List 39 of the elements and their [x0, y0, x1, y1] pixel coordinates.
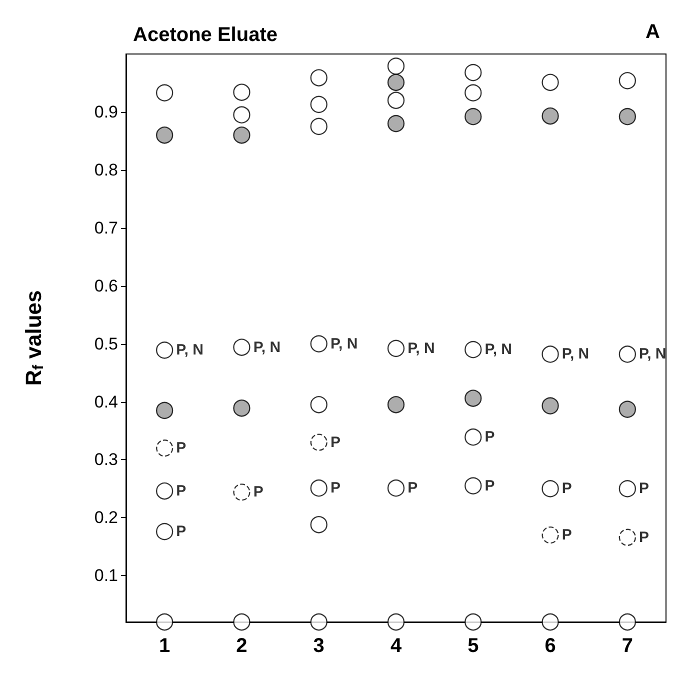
- y-tick-label: 0.9: [94, 102, 118, 122]
- y-tick-label: 0.7: [94, 218, 118, 238]
- data-label: P: [484, 477, 495, 494]
- data-label: P, N: [639, 346, 666, 363]
- x-tick-label: 2: [236, 635, 248, 657]
- y-tick-label: 0.5: [94, 334, 118, 354]
- data-label: P: [408, 480, 418, 497]
- data-label: P: [253, 484, 264, 501]
- data-label: P: [176, 482, 186, 500]
- data-label: P: [562, 526, 572, 544]
- data-label: P: [176, 440, 186, 457]
- y-tick-label: 0.3: [94, 450, 118, 470]
- data-label: P: [639, 480, 650, 498]
- y-tick-label: 0.8: [94, 160, 118, 180]
- y-tick-label: 0.2: [94, 508, 118, 528]
- data-label: P, N: [253, 338, 281, 356]
- data-label: P: [330, 480, 340, 497]
- x-tick-label: 7: [622, 635, 633, 657]
- x-tick-label: 3: [313, 635, 324, 657]
- data-label: P, N: [176, 342, 204, 359]
- data-label: P: [639, 528, 650, 546]
- text: A: [646, 21, 660, 43]
- data-label: P: [562, 480, 572, 498]
- x-tick-label: 5: [468, 635, 479, 657]
- data-label: P, N: [562, 346, 590, 363]
- data-label: P: [176, 523, 186, 540]
- y-tick-label: 0.4: [94, 392, 118, 412]
- chart-title: Acetone Eluate: [133, 24, 278, 46]
- x-tick-label: 1: [159, 635, 170, 657]
- y-tick-label: 0.6: [94, 276, 118, 296]
- x-tick-label: 4: [390, 635, 402, 657]
- data-label: P: [484, 428, 495, 446]
- data-label: P: [330, 434, 340, 451]
- x-tick-label: 6: [544, 635, 556, 657]
- data-label: P, N: [330, 335, 358, 352]
- y-axis-title: Rf values: [21, 290, 47, 386]
- y-tick-label: 0.1: [94, 566, 118, 586]
- data-label: P, N: [484, 341, 512, 358]
- data-label: P, N: [408, 340, 435, 357]
